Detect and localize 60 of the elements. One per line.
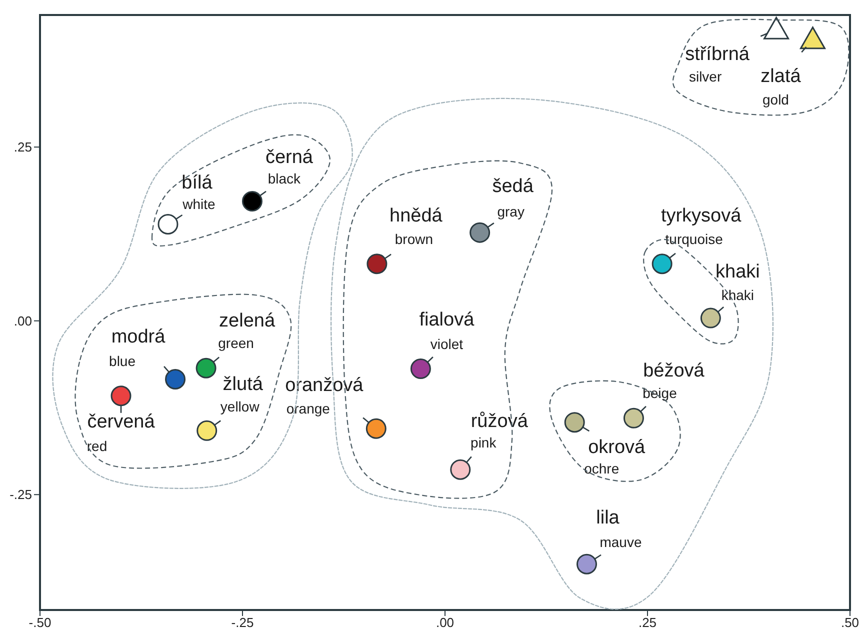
x-tick-label: -.50	[28, 615, 52, 630]
annotation: bílá	[182, 172, 213, 194]
annotation: black	[268, 170, 302, 186]
annotation: oranžová	[285, 375, 364, 396]
annotation: fialová	[419, 309, 475, 330]
x-tick-label: .00	[436, 615, 454, 630]
annotation: khaki	[721, 287, 754, 304]
annotation: orange	[286, 400, 330, 417]
y-tick-label: .00	[14, 313, 32, 328]
point	[366, 254, 388, 274]
annotation: mauve	[600, 534, 642, 550]
point	[366, 418, 386, 439]
annotation: béžová	[643, 360, 705, 382]
x-tick-label: -.25	[231, 615, 254, 630]
annotation: beige	[642, 385, 678, 402]
annotation: šedá	[492, 176, 534, 198]
annotation: blue	[109, 353, 136, 370]
annotation: lila	[596, 508, 620, 529]
annotation: violet	[430, 336, 464, 352]
annotation: white	[182, 196, 216, 212]
point	[242, 191, 262, 212]
annotation: tyrkysová	[660, 205, 742, 226]
point	[576, 554, 597, 574]
point	[800, 26, 826, 50]
point	[470, 222, 490, 243]
annotation: hnědá	[390, 205, 443, 226]
annotation: green	[218, 335, 254, 352]
point	[652, 254, 672, 274]
x-tick-label: .50	[840, 615, 860, 630]
annotation: pink	[470, 434, 498, 451]
annotation: gold	[762, 91, 789, 108]
annotation: brown	[394, 230, 434, 247]
point	[450, 459, 471, 480]
annotation: stříbrná	[685, 44, 750, 66]
annotation: silver	[688, 68, 722, 85]
point	[410, 358, 431, 380]
point	[196, 358, 216, 378]
annotation: turquoise	[665, 230, 724, 247]
point	[623, 408, 644, 428]
annotation: khaki	[716, 262, 760, 283]
annotation: ochre	[584, 460, 620, 476]
annotation: červená	[87, 411, 156, 432]
annotation: okrová	[588, 436, 646, 458]
annotation: růžová	[470, 411, 528, 432]
y-tick-label: -.25	[10, 487, 32, 502]
annotation: modrá	[111, 326, 166, 348]
annotation: yellow	[220, 398, 260, 415]
annotation: zlatá	[760, 66, 802, 87]
point	[564, 412, 585, 433]
point	[110, 386, 132, 406]
annotation: žlutá	[222, 374, 264, 396]
point	[196, 420, 218, 441]
point	[700, 308, 721, 328]
annotation: red	[86, 438, 108, 454]
x-tick-label: .25	[638, 615, 657, 630]
point	[165, 368, 186, 390]
y-tick-label: .25	[14, 140, 32, 155]
annotation: zelená	[219, 310, 276, 332]
annotation: gray	[497, 204, 524, 220]
annotation: černá	[265, 146, 314, 168]
